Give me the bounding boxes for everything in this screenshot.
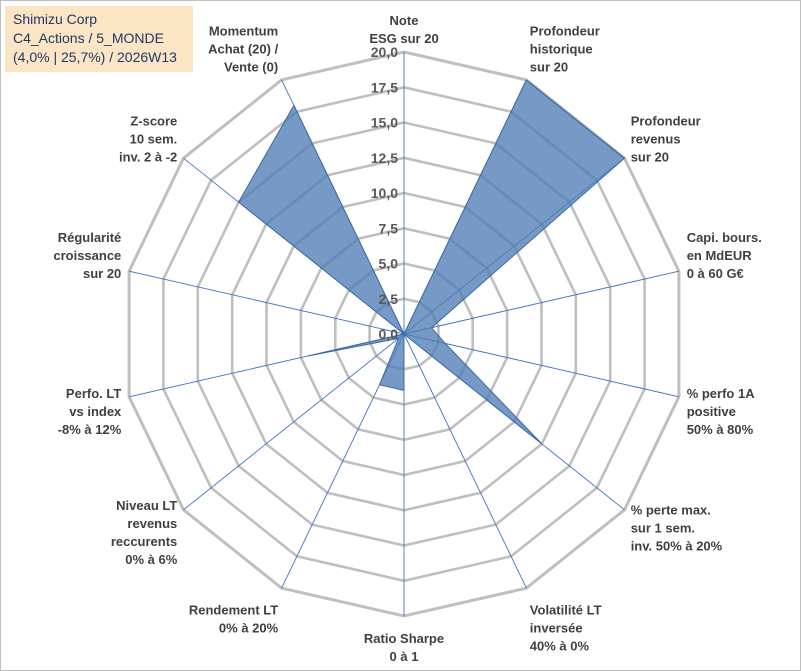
axis-label: Profondeur revenus sur 20	[631, 114, 701, 165]
axis-spoke	[403, 333, 680, 398]
axis-label: Perfo. LT vs index -8% à 12%	[58, 386, 122, 437]
title-company: Shimizu Corp	[13, 11, 98, 27]
axis-label: Ratio Sharpe 0 à 1	[364, 631, 444, 664]
axis-spoke	[403, 270, 680, 335]
tick-label: 5,0	[379, 256, 399, 272]
axis-label: Momentum Achat (20) / Vente (0)	[208, 24, 278, 75]
tick-label: 17,5	[371, 79, 398, 95]
axis-label: Rendement LT 0% à 20%	[189, 602, 279, 635]
axis-labels: Note ESG sur 20 Profondeur historique sur 20…	[53, 13, 761, 664]
axis-label: Z-score 10 sem. inv. 2 à -2	[119, 114, 177, 165]
tick-label: 2,5	[379, 291, 399, 307]
axis-label: Volatilité LT inversée 40% à 0%	[530, 602, 602, 653]
axis-label: Niveau LT revenus reccurents 0% à 6%	[111, 498, 178, 567]
tick-label: 10,0	[371, 185, 398, 201]
axis-label: Capi. bours. en MdEUR 0 à 60 G€	[687, 230, 762, 281]
axis-spoke	[403, 333, 527, 589]
radial-tick-labels: 0,0 2,5 5,0 7,5 10,0 12,5 15,0 17,5 20,0	[371, 44, 398, 342]
axis-label: % perte max. sur 1 sem. inv. 50% à 20%	[631, 502, 723, 553]
axis-spoke	[183, 333, 405, 511]
title-category: C4_Actions / 5_MONDE	[13, 30, 164, 46]
axis-spoke	[128, 270, 405, 335]
axis-label: % perfo 1A positive 50% à 80%	[687, 386, 756, 437]
tick-label: 7,5	[379, 220, 399, 236]
axis-label: Régularité croissance sur 20	[53, 230, 121, 281]
tick-label: 15,0	[371, 115, 398, 131]
title-box: Shimizu Corp C4_Actions / 5_MONDE (4,0% …	[5, 6, 193, 72]
tick-label: 20,0	[371, 44, 398, 60]
tick-label: 12,5	[371, 150, 398, 166]
tick-label: 0,0	[379, 326, 399, 342]
axis-label: Note ESG sur 20	[369, 13, 438, 46]
title-stats: (4,0% | 25,7%) / 2026W13	[13, 49, 177, 65]
radar-series-area	[237, 79, 626, 445]
radar-series	[237, 79, 626, 445]
axis-label: Profondeur historique sur 20	[530, 24, 600, 75]
